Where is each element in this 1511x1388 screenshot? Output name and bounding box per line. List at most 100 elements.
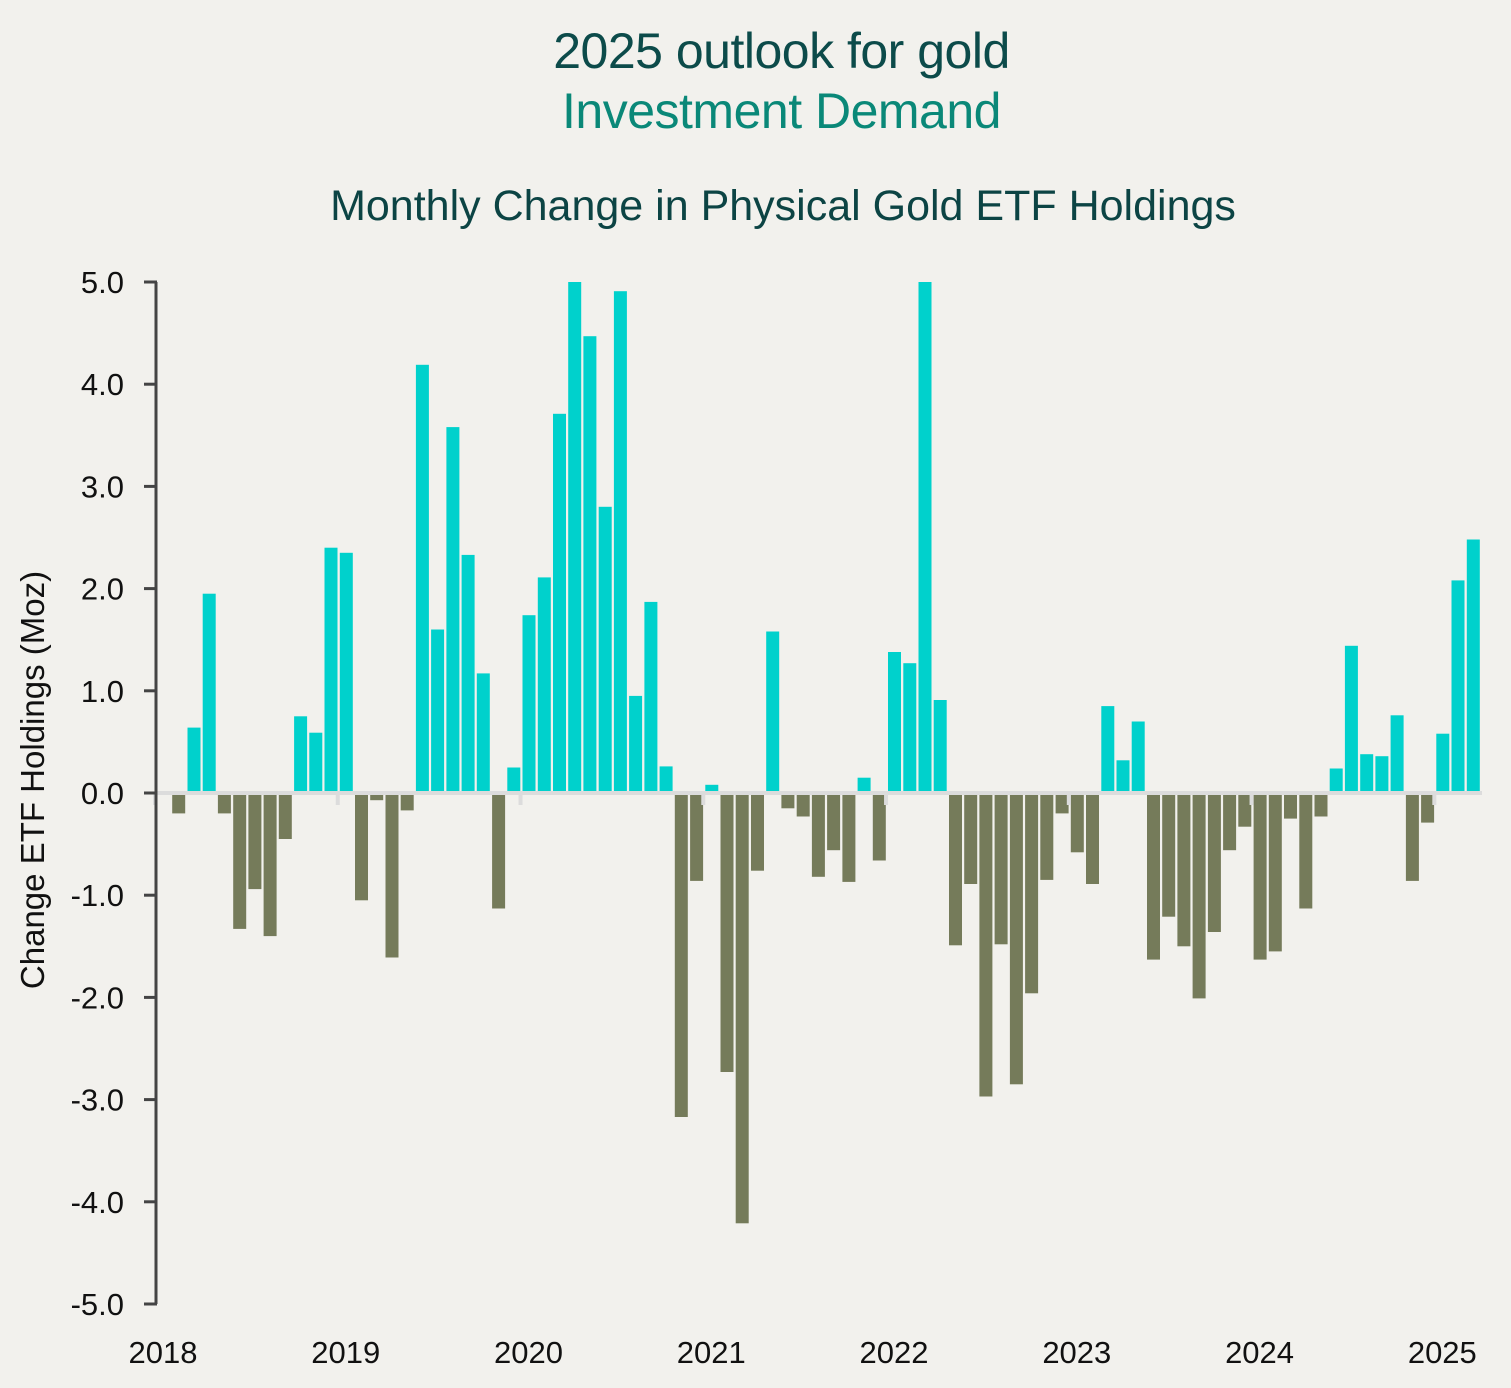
bar-negative (1268, 793, 1282, 952)
bar-negative (1009, 793, 1023, 1085)
bar-positive (1344, 645, 1358, 793)
bar-negative (964, 793, 978, 884)
bar-negative (355, 793, 368, 901)
bar-negative (1238, 793, 1252, 827)
bar-negative (979, 793, 993, 1097)
bar-negative (1162, 793, 1176, 917)
bar-negative (781, 793, 795, 809)
y-tick-label: -1.0 (71, 878, 124, 913)
y-tick-label: -3.0 (71, 1083, 124, 1118)
bar-negative (1253, 793, 1267, 960)
bar-negative (1223, 793, 1237, 851)
bar-negative (827, 793, 841, 851)
bar-negative (690, 793, 704, 881)
x-tick-label: 2020 (494, 1335, 563, 1370)
bar-negative (217, 793, 231, 814)
x-tick-label: 2024 (1225, 1335, 1294, 1370)
bar-positive (202, 593, 216, 793)
bar-positive (1329, 768, 1343, 793)
y-tick-label: 5.0 (81, 265, 124, 300)
bar-positive (446, 427, 460, 793)
y-tick-label: -5.0 (71, 1287, 124, 1322)
chart-title: Monthly Change in Physical Gold ETF Hold… (330, 182, 1236, 230)
y-tick-label: 3.0 (81, 469, 124, 504)
bar-negative (674, 793, 688, 1117)
bar-negative (811, 793, 825, 877)
bar-negative (1055, 793, 1069, 814)
y-tick-label: 2.0 (81, 572, 124, 607)
bar-positive (903, 663, 917, 793)
bar-negative (720, 793, 734, 1072)
bar-negative (735, 793, 749, 1224)
bar-positive (461, 554, 475, 793)
bar-positive (1101, 706, 1115, 793)
bar-positive (1131, 721, 1145, 793)
x-tick-label: 2019 (311, 1335, 380, 1370)
bar-negative (1314, 793, 1328, 817)
bar-negative (1421, 793, 1435, 823)
bar-positive (1375, 756, 1389, 793)
bar-negative (1207, 793, 1221, 932)
bar-negative (1040, 793, 1054, 880)
bar-negative (172, 793, 186, 814)
bar-negative (248, 793, 262, 890)
y-tick-label: -2.0 (71, 980, 124, 1015)
bar-negative (1086, 793, 1099, 884)
bar-positive (309, 732, 323, 793)
bar-positive (857, 777, 871, 793)
bar-positive (522, 615, 536, 793)
bar-negative (1192, 793, 1206, 999)
bar-positive (1451, 580, 1465, 793)
bar-positive (583, 336, 597, 793)
bar-positive (705, 784, 719, 793)
bar-positive (415, 364, 429, 793)
bar-positive (598, 506, 612, 793)
bar-positive (339, 552, 353, 793)
bar-negative (263, 793, 277, 937)
bar-positive (659, 766, 673, 793)
x-tick-label: 2022 (860, 1335, 929, 1370)
bar-negative (872, 793, 886, 861)
bar-positive (507, 767, 521, 793)
bar-negative (1284, 793, 1297, 819)
bar-negative (1147, 793, 1160, 960)
bar-positive (613, 291, 627, 793)
bar-negative (949, 793, 962, 946)
bar-negative (400, 793, 414, 811)
y-tick-label: 0.0 (81, 776, 124, 811)
bar-positive (1436, 733, 1450, 793)
bar-positive (476, 673, 490, 793)
bar-positive (568, 282, 582, 793)
bar-positive (918, 282, 932, 793)
page-title: 2025 outlook for gold (553, 23, 1010, 79)
bar-negative (1177, 793, 1191, 947)
x-tick-label: 2023 (1042, 1335, 1111, 1370)
bars-group (172, 282, 1480, 1224)
page-subtitle: Investment Demand (562, 83, 1001, 139)
bar-negative (842, 793, 856, 882)
bar-positive (644, 601, 658, 793)
bar-positive (766, 631, 780, 793)
bar-positive (1116, 760, 1130, 793)
bar-positive (187, 727, 201, 793)
bar-positive (553, 413, 566, 793)
bar-negative (994, 793, 1008, 945)
bar-negative (492, 793, 506, 909)
bar-positive (933, 700, 947, 793)
bar-negative (370, 793, 384, 801)
bar-positive (294, 716, 308, 793)
x-tick-label: 2021 (677, 1335, 746, 1370)
bar-positive (888, 652, 901, 793)
y-axis-title: Change ETF Holdings (Moz) (14, 571, 51, 989)
bar-negative (233, 793, 247, 929)
bar-positive (1466, 539, 1480, 793)
x-tick-label: 2025 (1408, 1335, 1477, 1370)
bar-positive (324, 547, 338, 793)
y-tick-label: 4.0 (81, 367, 124, 402)
y-axis: 5.0 4.0 3.0 2.0 1.0 0.0 -1.0 -2.0 -3.0 -4.0 -5.0 (71, 265, 158, 1322)
x-axis-labels: 2018 2019 2020 2021 2022 2023 2024 2025 (129, 1335, 1477, 1370)
y-tick-label: -4.0 (71, 1185, 124, 1220)
bar-negative (751, 793, 764, 871)
bar-positive (629, 695, 643, 793)
